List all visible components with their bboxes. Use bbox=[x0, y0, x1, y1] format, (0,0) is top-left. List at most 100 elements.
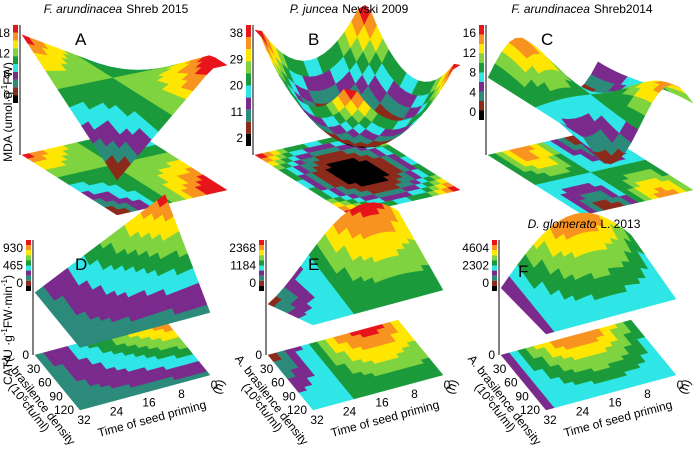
density-tick-label: 30 bbox=[493, 362, 507, 376]
z-tick-label: 16 bbox=[463, 26, 477, 40]
title-species: F. arundinacea bbox=[511, 2, 590, 16]
label-sup: -1 bbox=[0, 328, 9, 336]
color-bar-segment bbox=[26, 285, 31, 291]
panel-letter: D bbox=[75, 255, 87, 274]
z-tick-label: 2368 bbox=[229, 241, 256, 255]
color-bar-segment bbox=[246, 49, 251, 62]
time-tick-label: 24 bbox=[343, 404, 357, 418]
color-bar-segment bbox=[259, 240, 264, 246]
color-bar-segment bbox=[259, 250, 264, 256]
label-sup: 5 bbox=[254, 394, 264, 403]
z-tick-label: 18 bbox=[0, 26, 10, 40]
color-bar-segment bbox=[259, 260, 264, 266]
panel-letter: A bbox=[75, 30, 87, 49]
color-bar-segment bbox=[246, 25, 251, 38]
density-tick-label: 90 bbox=[49, 389, 63, 403]
color-bar-segment bbox=[492, 270, 497, 276]
time-tick-label: 0 bbox=[677, 378, 684, 392]
title-species: P. juncea bbox=[290, 2, 339, 16]
title-species: D. glomerato bbox=[528, 217, 597, 231]
color-bar-segment bbox=[479, 72, 484, 82]
surface-patch bbox=[309, 320, 322, 326]
color-bar-segment bbox=[26, 270, 31, 276]
time-axis-unit: (h) bbox=[210, 377, 228, 396]
color-bar-segment bbox=[26, 260, 31, 266]
surface-patch bbox=[76, 341, 89, 348]
color-bar-segment bbox=[492, 280, 497, 286]
color-bar-segment bbox=[246, 37, 251, 50]
color-bar-segment bbox=[13, 79, 18, 88]
title-rest: L. 2013 bbox=[600, 217, 640, 231]
time-tick-label: 0 bbox=[444, 378, 451, 392]
color-bar-segment bbox=[492, 285, 497, 291]
time-tick-label: 0 bbox=[211, 378, 218, 392]
floor-patch bbox=[309, 404, 322, 411]
density-tick-label: 120 bbox=[54, 403, 74, 417]
color-bar-segment bbox=[26, 275, 31, 281]
z-tick-label: 0 bbox=[482, 276, 489, 290]
panel-letter: E bbox=[308, 255, 319, 274]
color-bar-segment bbox=[26, 245, 31, 251]
color-bar-segment bbox=[26, 265, 31, 271]
z-tick-label: 8 bbox=[469, 66, 476, 80]
surface-patch bbox=[542, 328, 555, 335]
color-bar-segment bbox=[13, 25, 18, 33]
color-bar-segment bbox=[259, 245, 264, 251]
color-bar-segment bbox=[479, 82, 484, 92]
color-bar-segment bbox=[246, 121, 251, 134]
cat-axis-label: CAT(U ·g-1FW·min-1) bbox=[0, 275, 15, 385]
z-tick-label: 930 bbox=[3, 241, 23, 255]
color-bar-segment bbox=[13, 56, 18, 64]
label-part: FW) bbox=[1, 62, 15, 85]
title-rest: Nevski 2009 bbox=[342, 2, 408, 16]
z-tick-label: 0 bbox=[3, 88, 10, 102]
density-tick-label: 30 bbox=[27, 362, 41, 376]
color-bar-segment bbox=[13, 40, 18, 49]
density-tick-label: 60 bbox=[38, 376, 52, 390]
title-rest: Shreb 2015 bbox=[126, 2, 188, 16]
color-bar-segment bbox=[479, 91, 484, 101]
z-tick-label: 2 bbox=[236, 131, 243, 145]
label-part: CAT(U ·g bbox=[1, 335, 15, 385]
time-tick-label: 32 bbox=[543, 413, 557, 427]
surface-patch bbox=[576, 133, 591, 149]
z-tick-label: 2302 bbox=[462, 259, 489, 273]
color-bar-segment bbox=[479, 63, 484, 73]
color-bar-segment bbox=[259, 270, 264, 276]
surface-patch bbox=[441, 63, 455, 85]
color-bar-segment bbox=[479, 25, 484, 35]
density-tick-label: 0 bbox=[22, 348, 29, 362]
color-bar-segment bbox=[259, 285, 264, 291]
color-bar-segment bbox=[259, 280, 264, 286]
color-bar-segment bbox=[492, 260, 497, 266]
time-tick-label: 24 bbox=[110, 404, 124, 418]
z-tick-label: 6 bbox=[3, 67, 10, 81]
z-tick-label: 20 bbox=[230, 79, 244, 93]
color-bar-segment bbox=[13, 48, 18, 57]
color-bar-segment bbox=[246, 133, 251, 146]
color-bar-segment bbox=[479, 34, 484, 44]
time-tick-label: 8 bbox=[644, 387, 651, 401]
floor-patch bbox=[542, 404, 555, 411]
color-bar-segment bbox=[13, 71, 18, 80]
color-bar-segment bbox=[479, 101, 484, 111]
surface-patch bbox=[110, 163, 125, 181]
color-bar-segment bbox=[259, 255, 264, 261]
time-tick-label: 8 bbox=[411, 387, 418, 401]
density-tick-label: 60 bbox=[504, 376, 518, 390]
color-bar-segment bbox=[246, 61, 251, 74]
time-tick-label: 8 bbox=[178, 387, 185, 401]
density-tick-label: 90 bbox=[515, 389, 529, 403]
color-bar-segment bbox=[26, 255, 31, 261]
panel-letter: B bbox=[308, 30, 319, 49]
mda-axis-label: MDA (umol·g-1FW) bbox=[0, 62, 15, 162]
panel-title: F. arundinacea Shreb 2015 bbox=[44, 2, 189, 16]
color-bar-segment bbox=[492, 240, 497, 246]
color-bar-segment bbox=[13, 95, 18, 103]
time-tick-label: 32 bbox=[77, 413, 91, 427]
color-bar-segment bbox=[246, 85, 251, 98]
z-tick-label: 29 bbox=[230, 52, 244, 66]
